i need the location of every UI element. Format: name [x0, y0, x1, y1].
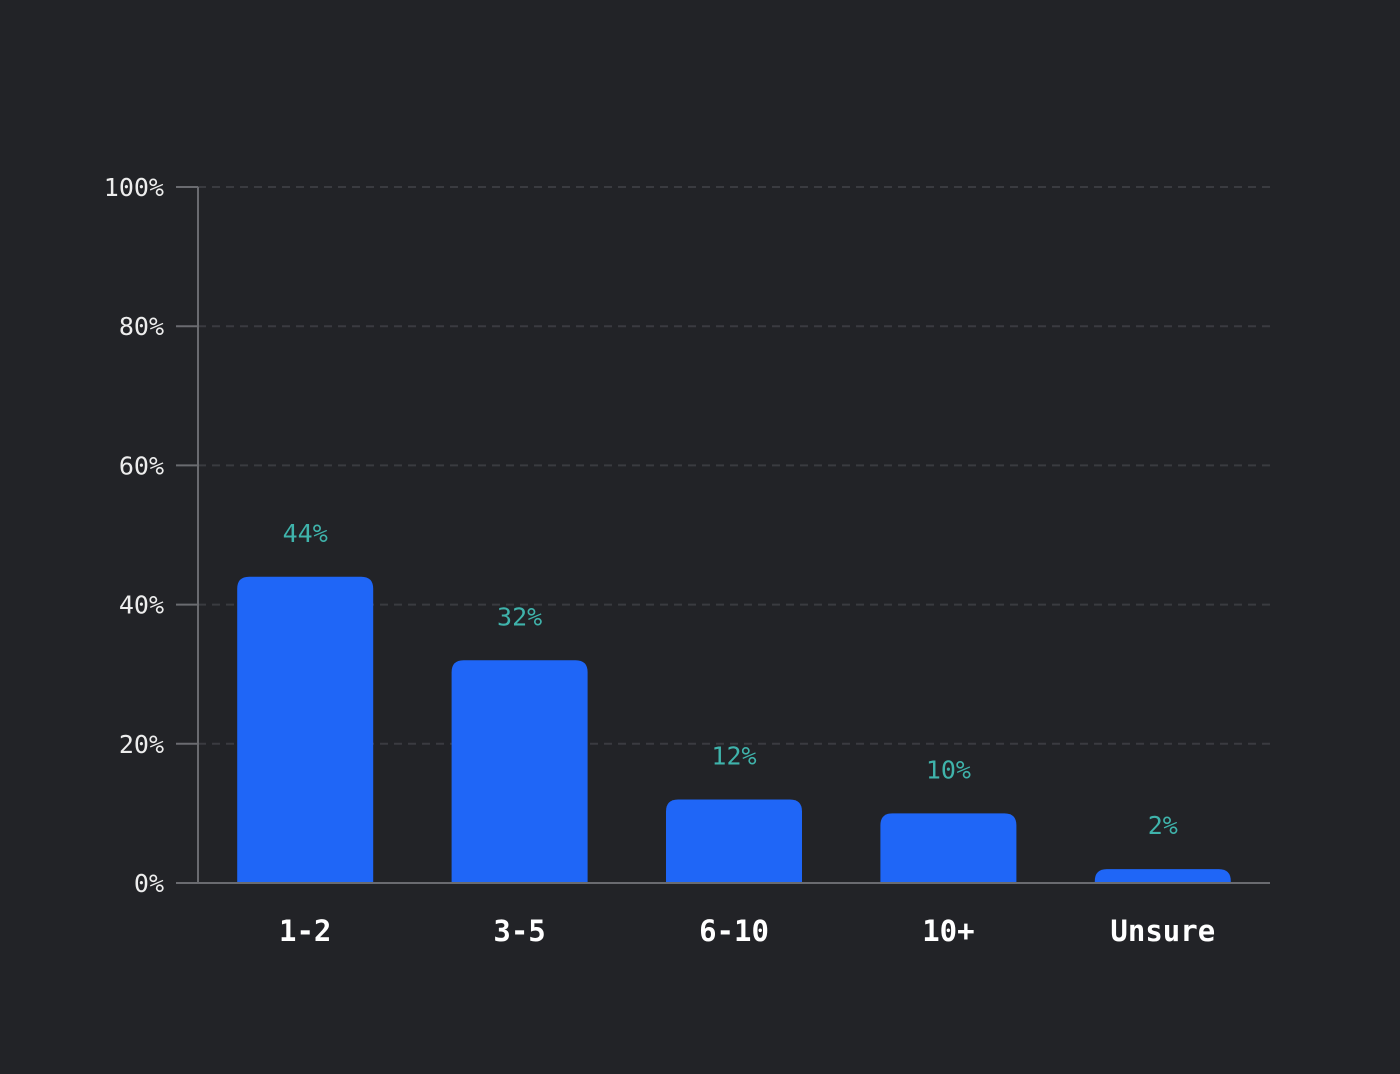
bars — [237, 576, 1231, 883]
y-tick-label: 80% — [119, 312, 164, 341]
value-label: 44% — [283, 519, 328, 548]
axes — [176, 186, 1270, 884]
bar-6-10 — [666, 799, 802, 883]
y-tick-label: 40% — [119, 591, 164, 620]
value-label: 2% — [1148, 811, 1178, 840]
x-category-label: 10+ — [922, 914, 974, 948]
gridlines — [198, 186, 1270, 745]
value-label: 12% — [711, 741, 756, 770]
value-label: 32% — [497, 602, 542, 631]
y-tick-label: 0% — [134, 869, 164, 898]
x-category-label: 3-5 — [493, 914, 545, 948]
bar-10 — [880, 813, 1017, 883]
bar-unsure — [1094, 869, 1231, 883]
y-tick-label: 60% — [119, 451, 164, 480]
bar-3-5 — [451, 660, 588, 883]
x-category-label: Unsure — [1110, 914, 1215, 948]
labels: 0% 20% 40% 60% 80% 100% 44% 1-2 32% 3-5 12% 6-10 10%… — [104, 173, 1215, 948]
x-category-label: 6-10 — [699, 914, 769, 948]
value-label: 10% — [926, 755, 971, 784]
x-category-label: 1-2 — [279, 914, 331, 948]
y-tick-label: 20% — [119, 730, 164, 759]
bar-1-2 — [237, 576, 374, 883]
y-tick-label: 100% — [104, 173, 164, 202]
